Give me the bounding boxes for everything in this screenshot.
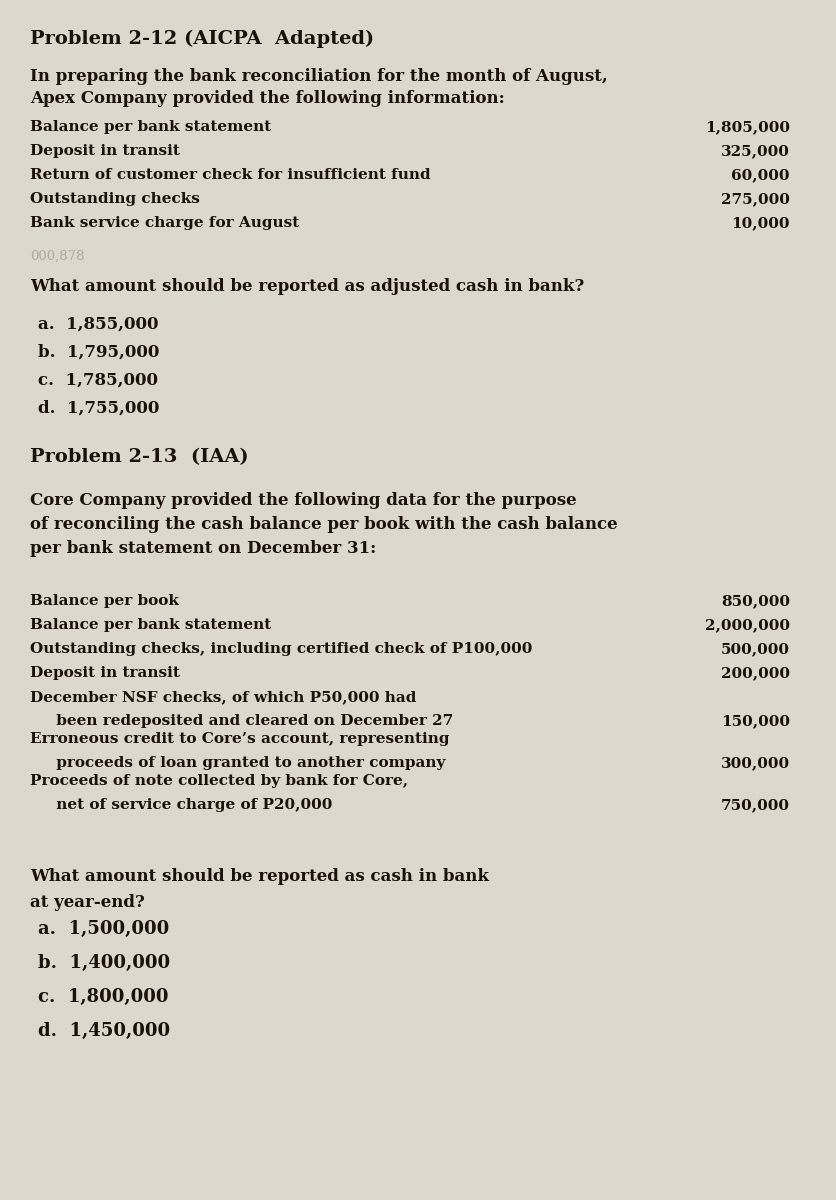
Text: 2,000,000: 2,000,000 xyxy=(704,618,789,632)
Text: 850,000: 850,000 xyxy=(720,594,789,608)
Text: Problem 2-12 (AICPA  Adapted): Problem 2-12 (AICPA Adapted) xyxy=(30,30,374,48)
Text: c.  1,800,000: c. 1,800,000 xyxy=(38,988,168,1006)
Text: 500,000: 500,000 xyxy=(720,642,789,656)
Text: a.  1,500,000: a. 1,500,000 xyxy=(38,920,169,938)
Text: b.  1,795,000: b. 1,795,000 xyxy=(38,344,159,361)
Text: In preparing the bank reconciliation for the month of August,: In preparing the bank reconciliation for… xyxy=(30,68,607,85)
Text: Return of customer check for insufficient fund: Return of customer check for insufficien… xyxy=(30,168,430,182)
Text: Bank service charge for August: Bank service charge for August xyxy=(30,216,299,230)
Text: 200,000: 200,000 xyxy=(720,666,789,680)
Text: at year-end?: at year-end? xyxy=(30,894,145,911)
Text: c.  1,785,000: c. 1,785,000 xyxy=(38,372,158,389)
Text: Balance per book: Balance per book xyxy=(30,594,179,608)
Text: been redeposited and cleared on December 27: been redeposited and cleared on December… xyxy=(30,714,453,728)
Text: What amount should be reported as adjusted cash in bank?: What amount should be reported as adjust… xyxy=(30,278,584,295)
Text: 150,000: 150,000 xyxy=(720,714,789,728)
Text: Proceeds of note collected by bank for Core,: Proceeds of note collected by bank for C… xyxy=(30,774,408,788)
Text: of reconciling the cash balance per book with the cash balance: of reconciling the cash balance per book… xyxy=(30,516,617,533)
Text: 275,000: 275,000 xyxy=(721,192,789,206)
Text: a.  1,855,000: a. 1,855,000 xyxy=(38,316,158,332)
Text: Balance per bank statement: Balance per bank statement xyxy=(30,120,271,134)
Text: 10,000: 10,000 xyxy=(731,216,789,230)
Text: Problem 2-13  (IAA): Problem 2-13 (IAA) xyxy=(30,448,248,466)
Text: Outstanding checks: Outstanding checks xyxy=(30,192,200,206)
Text: 60,000: 60,000 xyxy=(731,168,789,182)
Text: net of service charge of P20,000: net of service charge of P20,000 xyxy=(30,798,332,812)
Text: 1,805,000: 1,805,000 xyxy=(704,120,789,134)
Text: Apex Company provided the following information:: Apex Company provided the following info… xyxy=(30,90,504,107)
Text: per bank statement on December 31:: per bank statement on December 31: xyxy=(30,540,376,557)
Text: 000,878: 000,878 xyxy=(30,250,84,263)
Text: Balance per bank statement: Balance per bank statement xyxy=(30,618,271,632)
Text: b.  1,400,000: b. 1,400,000 xyxy=(38,954,170,972)
Text: December NSF checks, of which P50,000 had: December NSF checks, of which P50,000 ha… xyxy=(30,690,415,704)
Text: d.  1,450,000: d. 1,450,000 xyxy=(38,1022,170,1040)
Text: 750,000: 750,000 xyxy=(720,798,789,812)
Text: Deposit in transit: Deposit in transit xyxy=(30,144,180,158)
Text: 325,000: 325,000 xyxy=(721,144,789,158)
Text: proceeds of loan granted to another company: proceeds of loan granted to another comp… xyxy=(30,756,445,770)
Text: Core Company provided the following data for the purpose: Core Company provided the following data… xyxy=(30,492,576,509)
Text: Outstanding checks, including certified check of P100,000: Outstanding checks, including certified … xyxy=(30,642,532,656)
Text: d.  1,755,000: d. 1,755,000 xyxy=(38,400,159,416)
Text: 300,000: 300,000 xyxy=(720,756,789,770)
Text: What amount should be reported as cash in bank: What amount should be reported as cash i… xyxy=(30,868,488,886)
Text: Erroneous credit to Core’s account, representing: Erroneous credit to Core’s account, repr… xyxy=(30,732,449,746)
Text: Deposit in transit: Deposit in transit xyxy=(30,666,180,680)
